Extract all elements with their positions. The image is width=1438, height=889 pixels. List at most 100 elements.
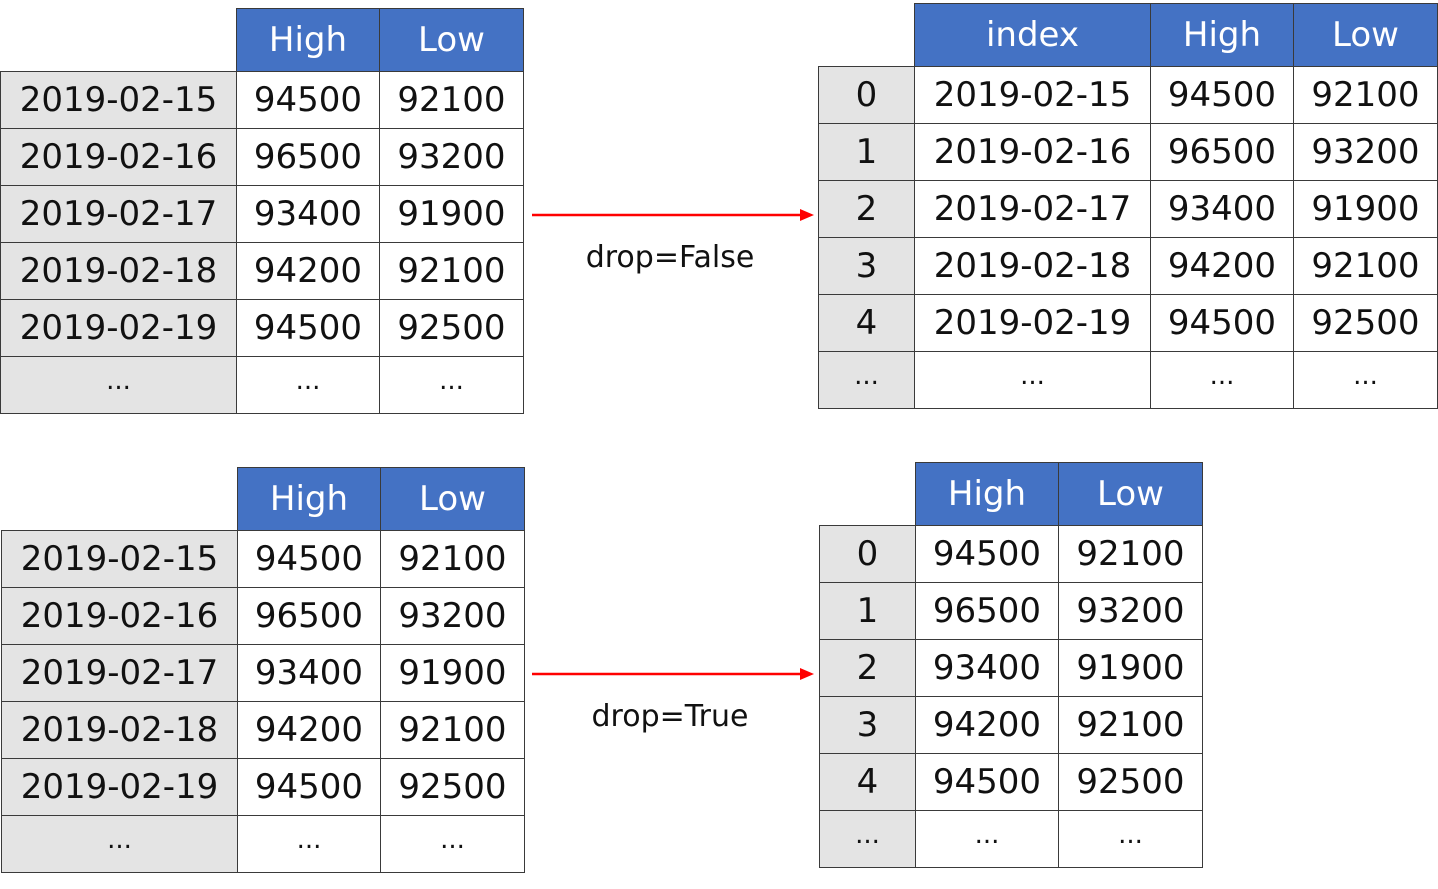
table-row: 0 2019-02-15 94500 92100 [818, 66, 1438, 124]
table-row: 1 2019-02-16 96500 93200 [818, 123, 1438, 181]
high-cell: ... [236, 356, 380, 414]
low-cell: 92500 [380, 758, 525, 816]
ellipsis-row: ... ... ... ... [818, 351, 1438, 409]
table-row: 2019-02-18 94200 92100 [1, 701, 525, 759]
column-header: Low [1058, 462, 1203, 526]
high-cell: 94500 [915, 753, 1059, 811]
index-cell: 2019-02-18 [0, 242, 237, 300]
index-cell: 2019-02-19 [1, 758, 238, 816]
top-result-table: index High Low 0 2019-02-15 94500 92100 … [818, 3, 1438, 409]
low-cell: 93200 [380, 587, 525, 645]
index-cell: 1 [819, 582, 916, 640]
top-arrow-label: drop=False [585, 240, 755, 275]
column-header: Low [379, 8, 524, 72]
table-row: 2 2019-02-17 93400 91900 [818, 180, 1438, 238]
ellipsis-row: ... ... ... [1, 815, 525, 873]
index-cell: 2019-02-17 [0, 185, 237, 243]
low-cell: ... [1293, 351, 1438, 409]
low-cell: 92500 [1293, 294, 1438, 352]
low-cell: 92500 [379, 299, 524, 357]
table-row: 2019-02-16 96500 93200 [0, 128, 524, 186]
date-cell: ... [914, 351, 1151, 409]
table-row: 2019-02-19 94500 92500 [1, 758, 525, 816]
table-row: 1 96500 93200 [819, 582, 1203, 640]
header-row: High Low [2, 467, 525, 531]
table-row: 3 94200 92100 [819, 696, 1203, 754]
corner-cell [820, 463, 916, 526]
date-cell: 2019-02-16 [914, 123, 1151, 181]
table-row: 2019-02-16 96500 93200 [1, 587, 525, 645]
high-cell: 94500 [236, 71, 380, 129]
table-row: 2019-02-15 94500 92100 [0, 71, 524, 129]
index-cell: ... [818, 351, 915, 409]
high-cell: 93400 [915, 639, 1059, 697]
index-cell: 2019-02-16 [1, 587, 238, 645]
low-cell: 91900 [1058, 639, 1203, 697]
low-cell: 92100 [1293, 237, 1438, 295]
high-cell: 94500 [1150, 66, 1294, 124]
low-cell: 91900 [1293, 180, 1438, 238]
table-row: 2019-02-15 94500 92100 [1, 530, 525, 588]
table-row: 2 93400 91900 [819, 639, 1203, 697]
table-row: 0 94500 92100 [819, 525, 1203, 583]
high-cell: 94200 [915, 696, 1059, 754]
column-header: High [1150, 3, 1294, 67]
low-cell: 93200 [1293, 123, 1438, 181]
high-cell: 93400 [236, 185, 380, 243]
table-row: 3 2019-02-18 94200 92100 [818, 237, 1438, 295]
index-cell: 2019-02-19 [0, 299, 237, 357]
low-cell: 91900 [379, 185, 524, 243]
top-arrow-icon [532, 209, 814, 221]
high-cell: 93400 [1150, 180, 1294, 238]
high-cell: ... [915, 810, 1059, 868]
table-row: 4 2019-02-19 94500 92500 [818, 294, 1438, 352]
corner-cell [1, 9, 237, 72]
high-cell: 96500 [236, 128, 380, 186]
corner-cell [819, 4, 915, 67]
low-cell: 91900 [380, 644, 525, 702]
high-cell: 93400 [237, 644, 381, 702]
top-source-table: High Low 2019-02-15 94500 92100 2019-02-… [0, 8, 524, 414]
index-cell: 2019-02-18 [1, 701, 238, 759]
low-cell: ... [379, 356, 524, 414]
index-cell: 2 [818, 180, 915, 238]
column-header: High [915, 462, 1059, 526]
bottom-arrow-label: drop=True [591, 699, 749, 734]
index-cell: 2019-02-16 [0, 128, 237, 186]
header-row: index High Low [819, 3, 1438, 67]
low-cell: 92100 [1058, 696, 1203, 754]
column-header: Low [1293, 3, 1438, 67]
index-cell: ... [819, 810, 916, 868]
column-header: Low [380, 467, 525, 531]
column-header: High [237, 467, 381, 531]
index-cell: 2 [819, 639, 916, 697]
bottom-arrow-icon [532, 668, 814, 680]
high-cell: 94200 [1150, 237, 1294, 295]
low-cell: 93200 [379, 128, 524, 186]
index-cell: 1 [818, 123, 915, 181]
index-cell: 4 [819, 753, 916, 811]
low-cell: 92100 [380, 701, 525, 759]
ellipsis-row: ... ... ... [819, 810, 1203, 868]
bottom-source-table: High Low 2019-02-15 94500 92100 2019-02-… [1, 467, 525, 873]
column-header: High [236, 8, 380, 72]
index-cell: 0 [818, 66, 915, 124]
high-cell: 94500 [237, 758, 381, 816]
table-row: 4 94500 92500 [819, 753, 1203, 811]
index-cell: 3 [819, 696, 916, 754]
index-cell: 2019-02-15 [0, 71, 237, 129]
high-cell: 96500 [915, 582, 1059, 640]
index-cell: ... [0, 356, 237, 414]
low-cell: 92100 [379, 242, 524, 300]
low-cell: 92100 [379, 71, 524, 129]
date-cell: 2019-02-17 [914, 180, 1151, 238]
low-cell: 92100 [1058, 525, 1203, 583]
index-cell: 3 [818, 237, 915, 295]
ellipsis-row: ... ... ... [0, 356, 524, 414]
index-cell: ... [1, 815, 238, 873]
index-cell: 2019-02-17 [1, 644, 238, 702]
header-row: High Low [820, 462, 1203, 526]
index-cell: 2019-02-15 [1, 530, 238, 588]
low-cell: ... [1058, 810, 1203, 868]
date-cell: 2019-02-18 [914, 237, 1151, 295]
